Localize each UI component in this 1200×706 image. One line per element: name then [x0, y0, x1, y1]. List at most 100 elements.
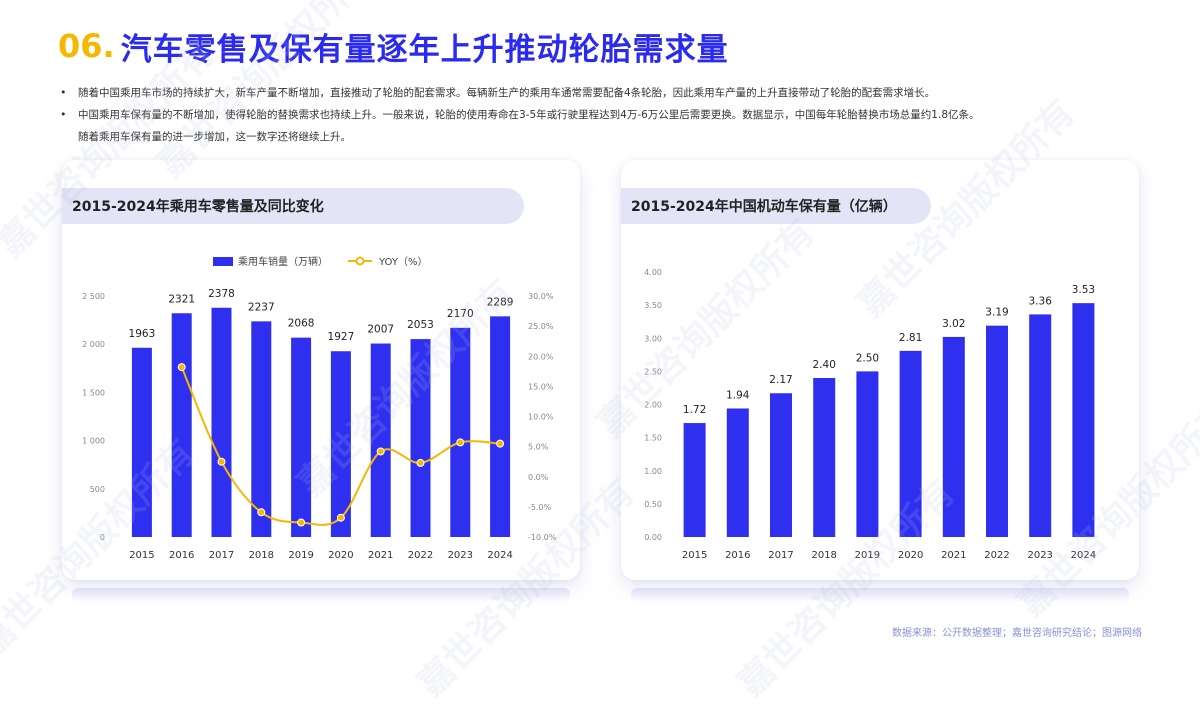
- sales-chart-title: 2015-2024年乘用车零售量及同比变化: [62, 188, 524, 224]
- data-source: 数据来源：公开数据整理；嘉世咨询研究结论；图源网络: [892, 628, 1142, 639]
- bullet-list: 随着中国乘用车市场的持续扩大，新车产量不断增加，直接推动了轮胎的配套需求。每辆新…: [60, 82, 1160, 148]
- x-tick-label: 2022: [408, 550, 433, 561]
- y2-tick-label: -10.0%: [528, 533, 557, 542]
- section-number: 06.: [58, 27, 115, 65]
- bar-value-label: 2289: [487, 296, 514, 308]
- bar: [726, 408, 749, 537]
- bar: [171, 313, 192, 537]
- y2-tick-label: 5.0%: [528, 443, 549, 452]
- legend-swatch-bar: [213, 257, 233, 266]
- bar: [1072, 303, 1095, 537]
- y-tick-label: 0.50: [644, 500, 662, 509]
- bar: [131, 347, 152, 537]
- bar: [856, 371, 879, 537]
- ownership-chart-card: 2015-2024年中国机动车保有量（亿辆） 0.00 0.50 1.00 1.50 2…: [621, 160, 1139, 580]
- y-tick-label: 2 500: [82, 292, 105, 301]
- y-tick-label: 2 000: [82, 340, 105, 349]
- bar-value-label: 3.19: [985, 307, 1008, 319]
- bar-value-label: 2.50: [856, 352, 879, 364]
- x-tick-label: 2023: [448, 550, 473, 561]
- y2-tick-label: 10.0%: [528, 413, 554, 422]
- bar: [942, 336, 965, 537]
- x-tick-label: 2015: [129, 550, 154, 561]
- bar-value-label: 2053: [407, 319, 434, 331]
- bar: [450, 327, 471, 537]
- yoy-point: [496, 439, 505, 448]
- bar-value-label: 2170: [447, 308, 474, 320]
- x-tick-label: 2015: [682, 550, 707, 561]
- bar-value-label: 3.53: [1072, 284, 1095, 296]
- bar-value-label: 3.02: [942, 318, 965, 330]
- bar-value-label: 1.94: [726, 389, 750, 401]
- ownership-chart-title: 2015-2024年中国机动车保有量（亿辆）: [621, 188, 931, 224]
- bar: [370, 343, 391, 537]
- y2-tick-label: 15.0%: [528, 382, 554, 391]
- bar-value-label: 2378: [208, 288, 235, 300]
- bar: [813, 378, 836, 537]
- x-tick-label: 2018: [811, 550, 836, 561]
- y2-tick-label: 0.0%: [528, 473, 549, 482]
- yoy-point: [177, 363, 186, 372]
- x-tick-label: 2020: [898, 550, 923, 561]
- x-tick-label: 2018: [249, 550, 274, 561]
- bar-value-label: 2007: [367, 324, 394, 336]
- bar: [683, 423, 706, 537]
- y2-tick-label: 30.0%: [528, 292, 554, 301]
- bar: [490, 316, 511, 537]
- x-tick-label: 2019: [288, 550, 313, 561]
- bar-value-label: 1963: [129, 328, 156, 340]
- y-tick-label: 1.50: [644, 434, 662, 443]
- yoy-point: [257, 508, 266, 517]
- y2-tick-label: 25.0%: [528, 322, 554, 331]
- x-tick-label: 2021: [941, 550, 966, 561]
- card-shadow: [72, 588, 570, 602]
- y-tick-label: 500: [90, 485, 105, 494]
- y-tick-label: 1 500: [82, 388, 105, 397]
- bar: [1029, 314, 1052, 537]
- yoy-point: [297, 518, 306, 527]
- bar-value-label: 2237: [248, 301, 275, 313]
- y-tick-label: 2.50: [644, 367, 662, 376]
- y-tick-label: 3.00: [644, 334, 662, 343]
- bar-value-label: 1.72: [683, 404, 706, 416]
- y-tick-label: 1 000: [82, 437, 105, 446]
- bar: [899, 350, 922, 537]
- y-tick-label: 4.00: [644, 268, 662, 277]
- x-tick-label: 2016: [725, 550, 750, 561]
- x-tick-label: 2024: [487, 550, 512, 561]
- x-tick-label: 2017: [209, 550, 234, 561]
- x-tick-label: 2016: [169, 550, 194, 561]
- legend-marker: [355, 256, 365, 266]
- bar-value-label: 2.40: [813, 359, 836, 371]
- bar-value-label: 1927: [328, 331, 355, 343]
- y-tick-label: 3.50: [644, 301, 662, 310]
- bar-value-label: 3.36: [1029, 295, 1053, 307]
- sales-chart-card: 2015-2024年乘用车零售量及同比变化 乘用车销量（万辆） YOY（%） 0 50…: [62, 160, 580, 580]
- bar: [410, 339, 431, 537]
- bar: [330, 351, 351, 537]
- y-tick-label: 0.00: [644, 533, 662, 542]
- x-tick-label: 2021: [368, 550, 393, 561]
- y2-tick-label: 20.0%: [528, 352, 554, 361]
- bar-value-label: 2068: [288, 318, 315, 330]
- yoy-point: [376, 447, 385, 456]
- bullet-item: 中国乘用车保有量的不断增加，使得轮胎的替换需求也持续上升。一般来说，轮胎的使用寿…: [60, 104, 1160, 126]
- yoy-point: [336, 513, 345, 522]
- bar: [211, 307, 232, 537]
- bar: [986, 325, 1008, 537]
- sales-chart: 乘用车销量（万辆） YOY（%） 0 500 1 000 1 500 2 000 2 500 -…: [82, 255, 557, 561]
- bullet-continuation: 随着乘用车保有量的进一步增加，这一数字还将继续上升。: [78, 131, 351, 143]
- bar: [770, 393, 792, 537]
- legend-label: YOY（%）: [378, 256, 428, 268]
- x-tick-label: 2017: [768, 550, 793, 561]
- ownership-chart: 0.00 0.50 1.00 1.50 2.00 2.50 3.00 3.50 4.00 1.72…: [644, 268, 1096, 561]
- x-tick-label: 2023: [1027, 550, 1052, 561]
- y2-tick-label: -5.0%: [528, 503, 552, 512]
- page-title: 06. 汽车零售及保有量逐年上升推动轮胎需求量: [58, 22, 729, 70]
- x-tick-label: 2022: [984, 550, 1009, 561]
- x-tick-label: 2020: [328, 550, 353, 561]
- bullet-item: 随着中国乘用车市场的持续扩大，新车产量不断增加，直接推动了轮胎的配套需求。每辆新…: [60, 82, 1160, 104]
- bar-value-label: 2321: [168, 293, 195, 305]
- bar-value-label: 2.17: [769, 374, 792, 386]
- card-shadow: [631, 588, 1129, 602]
